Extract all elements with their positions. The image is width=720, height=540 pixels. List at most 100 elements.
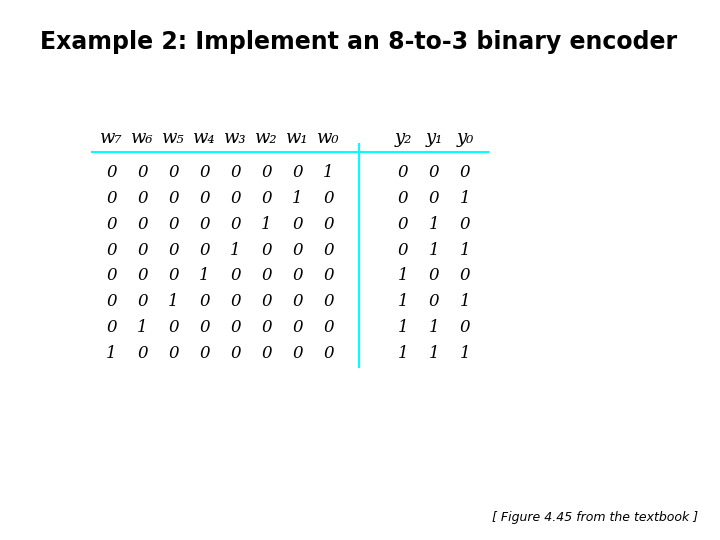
Text: y₂: y₂ <box>395 129 412 147</box>
Text: 0: 0 <box>107 293 117 310</box>
Text: w₁: w₁ <box>286 129 309 147</box>
Text: 0: 0 <box>199 241 210 259</box>
Text: 0: 0 <box>460 215 470 233</box>
Text: w₂: w₂ <box>255 129 278 147</box>
Text: 0: 0 <box>107 319 117 336</box>
Text: 1: 1 <box>398 267 408 285</box>
Text: 0: 0 <box>398 241 408 259</box>
Text: 0: 0 <box>323 190 333 207</box>
Text: 0: 0 <box>261 319 271 336</box>
Text: 0: 0 <box>261 190 271 207</box>
Text: 1: 1 <box>429 345 439 362</box>
Text: 0: 0 <box>107 215 117 233</box>
Text: 0: 0 <box>199 190 210 207</box>
Text: 1: 1 <box>429 215 439 233</box>
Text: 1: 1 <box>460 345 470 362</box>
Text: 0: 0 <box>292 241 302 259</box>
Text: 0: 0 <box>429 267 439 285</box>
Text: 0: 0 <box>168 267 179 285</box>
Text: 0: 0 <box>292 215 302 233</box>
Text: 0: 0 <box>138 241 148 259</box>
Text: 0: 0 <box>460 164 470 181</box>
Text: 0: 0 <box>199 164 210 181</box>
Text: 0: 0 <box>230 345 240 362</box>
Text: 0: 0 <box>323 345 333 362</box>
Text: w₆: w₆ <box>131 129 154 147</box>
Text: 0: 0 <box>168 215 179 233</box>
Text: 0: 0 <box>230 293 240 310</box>
Text: 0: 0 <box>199 293 210 310</box>
Text: 0: 0 <box>323 319 333 336</box>
Text: 0: 0 <box>138 345 148 362</box>
Text: 0: 0 <box>199 345 210 362</box>
Text: Example 2: Implement an 8-to-3 binary encoder: Example 2: Implement an 8-to-3 binary en… <box>40 30 677 53</box>
Text: w₀: w₀ <box>317 129 340 147</box>
Text: w₇: w₇ <box>100 129 123 147</box>
Text: w₅: w₅ <box>162 129 185 147</box>
Text: 0: 0 <box>230 319 240 336</box>
Text: 0: 0 <box>107 241 117 259</box>
Text: 0: 0 <box>168 319 179 336</box>
Text: [ Figure 4.45 from the textbook ]: [ Figure 4.45 from the textbook ] <box>492 511 698 524</box>
Text: 1: 1 <box>230 241 240 259</box>
Text: 0: 0 <box>460 267 470 285</box>
Text: 0: 0 <box>398 190 408 207</box>
Text: 0: 0 <box>230 164 240 181</box>
Text: 0: 0 <box>199 215 210 233</box>
Text: 0: 0 <box>230 267 240 285</box>
Text: 0: 0 <box>292 164 302 181</box>
Text: 0: 0 <box>261 164 271 181</box>
Text: 0: 0 <box>323 215 333 233</box>
Text: 0: 0 <box>138 190 148 207</box>
Text: 0: 0 <box>168 241 179 259</box>
Text: 0: 0 <box>261 293 271 310</box>
Text: 0: 0 <box>230 190 240 207</box>
Text: 0: 0 <box>138 164 148 181</box>
Text: 0: 0 <box>107 164 117 181</box>
Text: 1: 1 <box>429 319 439 336</box>
Text: 0: 0 <box>292 319 302 336</box>
Text: 0: 0 <box>261 267 271 285</box>
Text: 0: 0 <box>138 293 148 310</box>
Text: 1: 1 <box>460 190 470 207</box>
Text: 0: 0 <box>199 319 210 336</box>
Text: 0: 0 <box>398 164 408 181</box>
Text: 1: 1 <box>261 215 271 233</box>
Text: 1: 1 <box>398 345 408 362</box>
Text: y₀: y₀ <box>456 129 474 147</box>
Text: 0: 0 <box>107 190 117 207</box>
Text: 0: 0 <box>398 215 408 233</box>
Text: 1: 1 <box>199 267 210 285</box>
Text: 0: 0 <box>230 215 240 233</box>
Text: 0: 0 <box>429 293 439 310</box>
Text: w₃: w₃ <box>224 129 247 147</box>
Text: 1: 1 <box>107 345 117 362</box>
Text: 1: 1 <box>168 293 179 310</box>
Text: 1: 1 <box>138 319 148 336</box>
Text: 0: 0 <box>168 164 179 181</box>
Text: 0: 0 <box>261 345 271 362</box>
Text: 1: 1 <box>460 293 470 310</box>
Text: 0: 0 <box>168 190 179 207</box>
Text: 0: 0 <box>261 241 271 259</box>
Text: 1: 1 <box>292 190 302 207</box>
Text: 1: 1 <box>460 241 470 259</box>
Text: 0: 0 <box>138 215 148 233</box>
Text: y₁: y₁ <box>426 129 443 147</box>
Text: 0: 0 <box>292 345 302 362</box>
Text: 0: 0 <box>460 319 470 336</box>
Text: 1: 1 <box>398 319 408 336</box>
Text: 0: 0 <box>168 345 179 362</box>
Text: 0: 0 <box>292 293 302 310</box>
Text: 1: 1 <box>429 241 439 259</box>
Text: 0: 0 <box>138 267 148 285</box>
Text: 0: 0 <box>323 267 333 285</box>
Text: w₄: w₄ <box>193 129 216 147</box>
Text: 1: 1 <box>398 293 408 310</box>
Text: 0: 0 <box>429 190 439 207</box>
Text: 0: 0 <box>292 267 302 285</box>
Text: 0: 0 <box>323 241 333 259</box>
Text: 0: 0 <box>107 267 117 285</box>
Text: 1: 1 <box>323 164 333 181</box>
Text: 0: 0 <box>323 293 333 310</box>
